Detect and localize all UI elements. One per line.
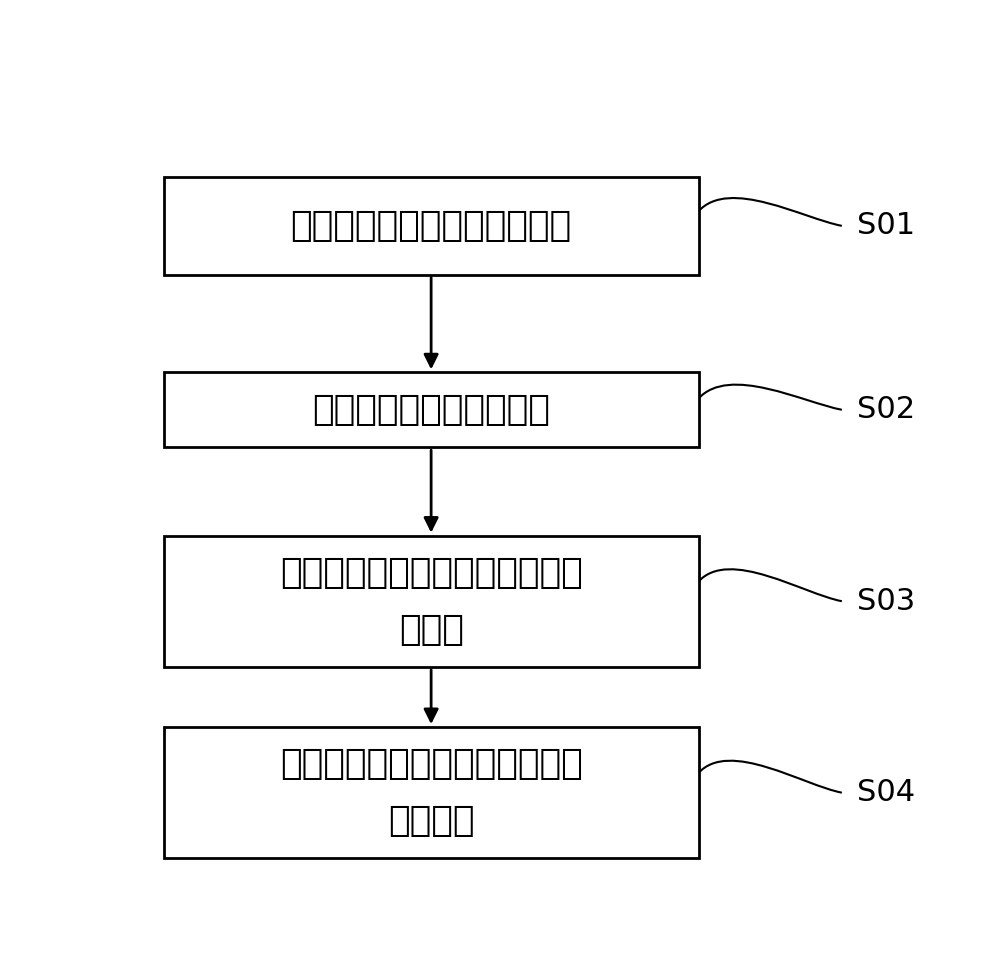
Text: 将油相混合物配制成乳液: 将油相混合物配制成乳液 [312,393,550,427]
Text: 向乳液中加入有机胺单体进行聚: 向乳液中加入有机胺单体进行聚 [280,556,582,590]
FancyBboxPatch shape [164,727,698,858]
Text: S02: S02 [857,395,916,424]
FancyBboxPatch shape [164,372,698,448]
Text: 将生成的相变微胶囊进行洗涤、: 将生成的相变微胶囊进行洗涤、 [280,747,582,781]
Text: 干燥处理: 干燥处理 [388,804,474,838]
Text: S04: S04 [857,778,916,807]
FancyBboxPatch shape [164,177,698,275]
Text: S01: S01 [857,212,916,241]
FancyBboxPatch shape [164,535,698,667]
Text: S03: S03 [857,587,916,616]
Text: 配制含鳞片石墨的油相混合物: 配制含鳞片石墨的油相混合物 [291,209,572,243]
Text: 合反应: 合反应 [399,612,464,646]
